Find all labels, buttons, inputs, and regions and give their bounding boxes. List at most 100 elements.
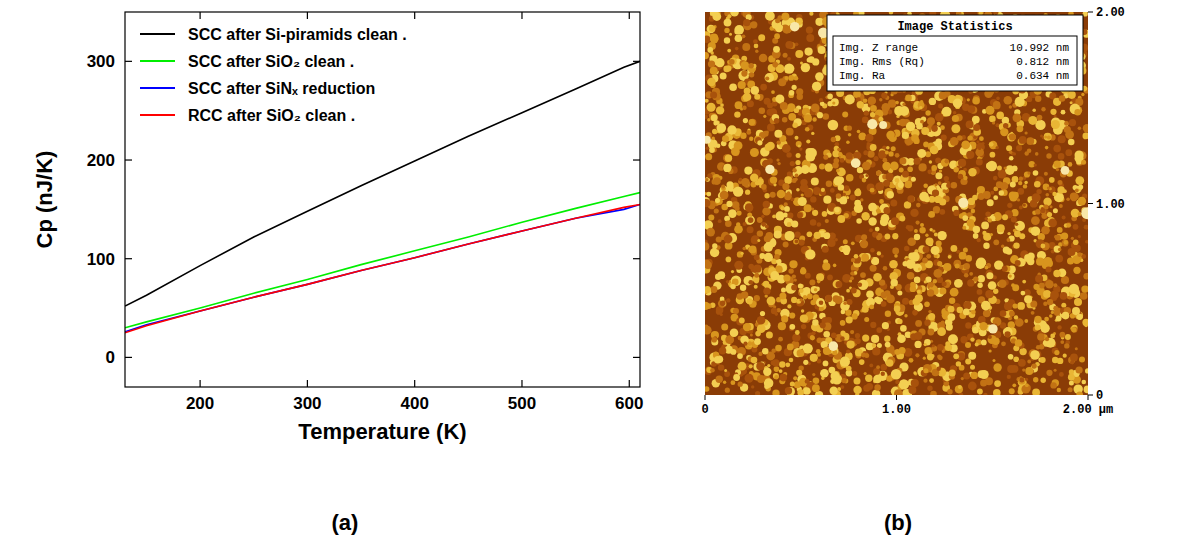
afm-grain bbox=[788, 351, 792, 355]
x-tick bbox=[200, 12, 201, 19]
afm-grain bbox=[900, 216, 906, 222]
afm-grain bbox=[988, 281, 997, 290]
afm-grain bbox=[1060, 332, 1066, 338]
afm-grain bbox=[1059, 372, 1064, 377]
afm-grain bbox=[945, 159, 949, 163]
afm-grain bbox=[924, 339, 931, 346]
afm-grain bbox=[782, 144, 791, 153]
afm-grain bbox=[872, 390, 880, 395]
afm-grain bbox=[1044, 136, 1047, 139]
afm-grain bbox=[1005, 331, 1011, 337]
afm-grain bbox=[847, 126, 852, 131]
afm-grain bbox=[847, 341, 855, 349]
afm-grain bbox=[723, 381, 726, 384]
series-line bbox=[125, 193, 640, 328]
afm-grain bbox=[761, 215, 764, 218]
afm-grain bbox=[1024, 171, 1030, 177]
afm-grain bbox=[997, 224, 1005, 232]
afm-grain bbox=[826, 181, 832, 187]
afm-grain bbox=[1063, 354, 1067, 358]
x-tick-label: 300 bbox=[293, 394, 321, 413]
afm-grain bbox=[883, 266, 888, 271]
afm-grain bbox=[1076, 366, 1083, 373]
afm-grain bbox=[1045, 146, 1049, 150]
afm-grain bbox=[1080, 292, 1088, 300]
afm-grain bbox=[938, 104, 943, 109]
afm-grain bbox=[1046, 370, 1052, 376]
legend-label: RCC after SiO₂ clean . bbox=[188, 107, 355, 124]
afm-grain bbox=[977, 389, 983, 395]
afm-grain bbox=[1009, 311, 1015, 317]
afm-grain bbox=[820, 369, 829, 378]
afm-grain bbox=[830, 188, 835, 193]
afm-grain bbox=[743, 247, 747, 251]
afm-grain bbox=[725, 155, 732, 162]
afm-grain bbox=[1069, 381, 1074, 386]
afm-grain bbox=[904, 314, 907, 317]
afm-grain bbox=[1038, 117, 1042, 121]
afm-grain bbox=[715, 198, 720, 203]
legend-swatch bbox=[140, 60, 175, 62]
afm-grain bbox=[1019, 348, 1026, 355]
afm-grain bbox=[744, 276, 754, 286]
afm-grain bbox=[968, 168, 976, 176]
afm-grain bbox=[925, 234, 928, 237]
afm-grain bbox=[1009, 151, 1013, 155]
afm-grain bbox=[822, 113, 829, 120]
afm-grain bbox=[968, 198, 975, 205]
afm-grain bbox=[1059, 95, 1066, 102]
afm-grain bbox=[757, 230, 763, 236]
afm-grain bbox=[869, 228, 873, 232]
afm-grain bbox=[957, 135, 963, 141]
afm-grain bbox=[764, 378, 774, 388]
afm-grain bbox=[917, 289, 922, 294]
afm-grain bbox=[993, 102, 1001, 110]
afm-grain bbox=[854, 189, 861, 196]
afm-grain bbox=[872, 347, 880, 355]
afm-grain bbox=[1060, 340, 1064, 344]
afm-grain bbox=[810, 335, 815, 340]
afm-grain bbox=[865, 375, 872, 382]
afm-grain bbox=[941, 135, 947, 141]
afm-grain bbox=[948, 254, 952, 258]
afm-grain bbox=[1027, 172, 1030, 175]
afm-grain bbox=[800, 298, 803, 301]
afm-grain bbox=[1068, 374, 1075, 381]
afm-grain bbox=[1034, 181, 1041, 188]
afm-grain bbox=[877, 343, 882, 348]
afm-grain bbox=[767, 124, 775, 132]
afm-grain bbox=[817, 222, 822, 227]
afm-grain bbox=[841, 310, 846, 315]
afm-grain bbox=[1003, 247, 1010, 254]
afm-grain bbox=[885, 342, 891, 348]
afm-grain bbox=[909, 240, 913, 244]
afm-grain bbox=[953, 353, 959, 359]
afm-grain bbox=[1040, 357, 1046, 363]
afm-grain bbox=[833, 335, 837, 339]
afm-grain bbox=[805, 273, 811, 279]
afm-grain bbox=[1061, 303, 1066, 308]
afm-grain bbox=[760, 311, 765, 316]
afm-grain bbox=[827, 275, 833, 281]
afm-grain bbox=[923, 379, 927, 383]
afm-grain bbox=[1068, 91, 1076, 99]
afm-grain bbox=[934, 233, 938, 237]
afm-grain bbox=[983, 191, 991, 199]
afm-grain bbox=[993, 101, 1000, 108]
afm-grain bbox=[914, 158, 921, 165]
afm-grain bbox=[979, 136, 984, 141]
afm-grain bbox=[956, 361, 961, 366]
afm-grain bbox=[996, 97, 1000, 101]
afm-grain bbox=[804, 204, 812, 212]
afm-grain bbox=[771, 348, 776, 353]
afm-grain bbox=[965, 322, 971, 328]
afm-grain bbox=[866, 291, 874, 299]
afm-grain bbox=[961, 141, 970, 150]
afm-grain bbox=[828, 120, 839, 131]
afm-grain bbox=[864, 110, 869, 115]
afm-grain bbox=[1006, 145, 1012, 151]
afm-grain bbox=[816, 273, 824, 281]
afm-grain bbox=[892, 233, 898, 239]
afm-grain bbox=[954, 167, 959, 172]
afm-grain bbox=[1041, 378, 1046, 383]
